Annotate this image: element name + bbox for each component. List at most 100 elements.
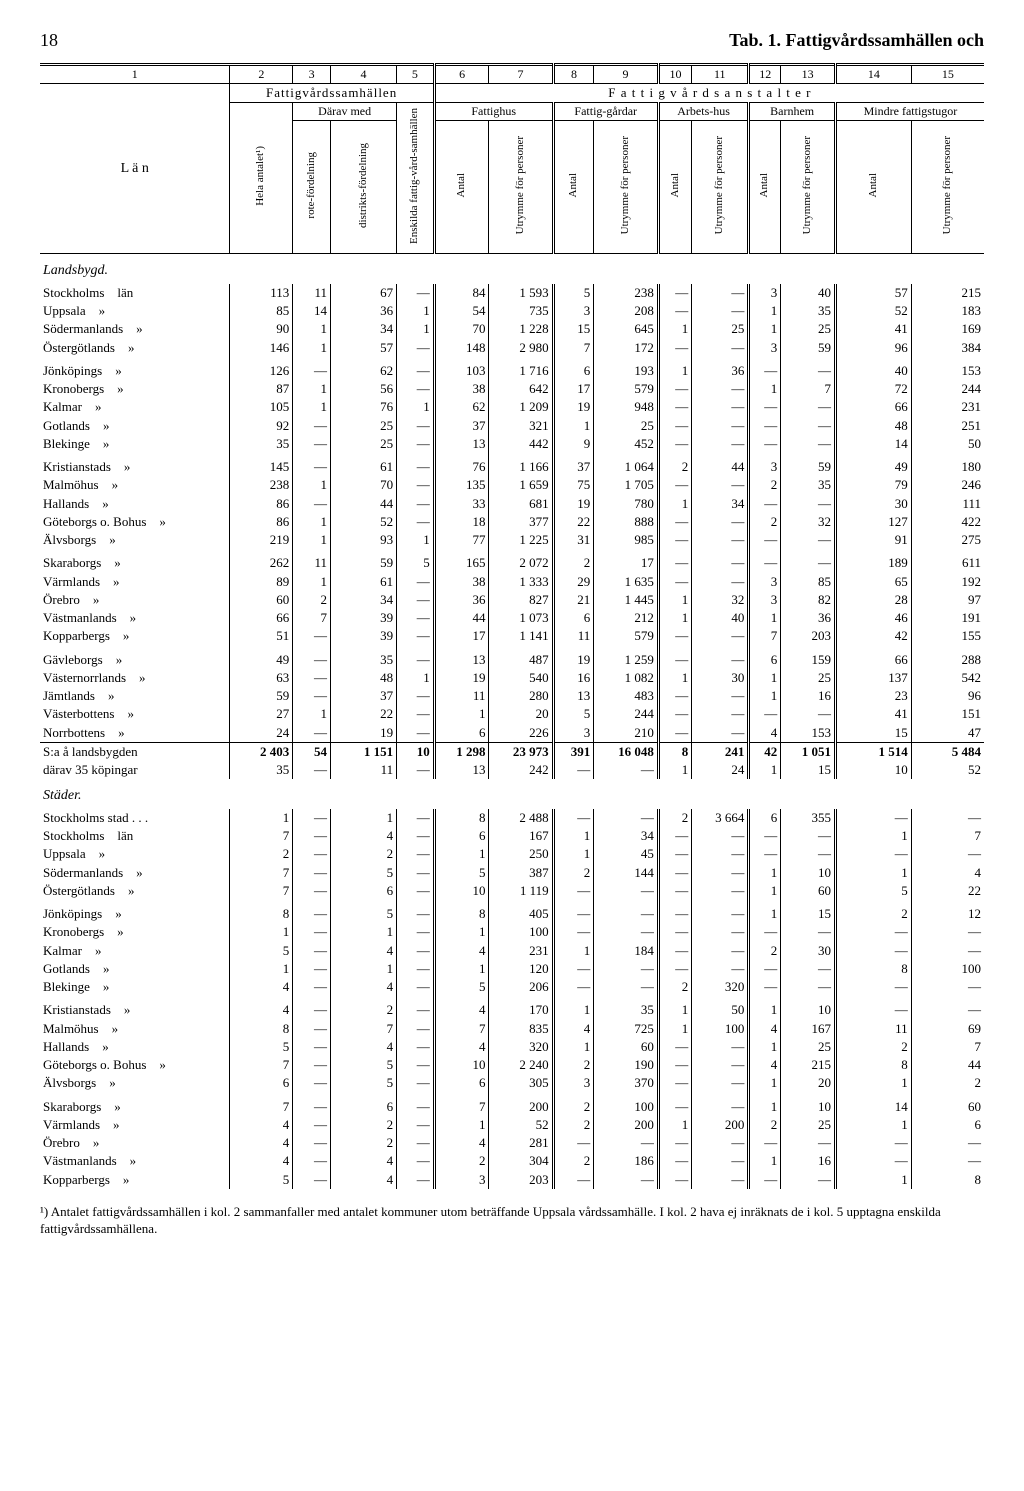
cell: 1 333 xyxy=(489,573,553,591)
row-label: Skaraborgs » xyxy=(40,549,230,572)
cell: 25 xyxy=(781,320,836,338)
cell: 1 051 xyxy=(781,742,836,761)
cell: — xyxy=(293,923,331,941)
cell: 1 xyxy=(434,923,489,941)
cell: — xyxy=(293,1134,331,1152)
cell: 1 259 xyxy=(594,646,659,669)
cell: 35 xyxy=(594,996,659,1019)
cell: 91 xyxy=(835,531,911,549)
cell: 23 xyxy=(835,687,911,705)
row-label: Värmlands » xyxy=(40,573,230,591)
cell: — xyxy=(658,1093,691,1116)
cell: 200 xyxy=(692,1116,749,1134)
cell: 12 xyxy=(911,900,984,923)
cell: — xyxy=(781,1171,836,1189)
colnum: 3 xyxy=(293,65,331,84)
cell: 281 xyxy=(489,1134,553,1152)
cell: 1 705 xyxy=(594,476,659,494)
cell: — xyxy=(781,1134,836,1152)
cell: 23 973 xyxy=(489,742,553,761)
cell: 320 xyxy=(489,1038,553,1056)
cell: 2 240 xyxy=(489,1056,553,1074)
antal-header: Antal xyxy=(835,121,911,254)
cell: 1 xyxy=(749,609,781,627)
cell: 238 xyxy=(594,284,659,302)
table-row: Göteborgs o. Bohus »7—5—102 2402190——421… xyxy=(40,1056,984,1074)
cell: 4 xyxy=(230,1152,293,1170)
cell: 66 xyxy=(835,398,911,416)
section-title: Landsbygd. xyxy=(40,254,984,284)
cell: 1 082 xyxy=(594,669,659,687)
section-title-row: Städer. xyxy=(40,779,984,809)
cell: 186 xyxy=(594,1152,659,1170)
row-label: Kronobergs » xyxy=(40,380,230,398)
cell: — xyxy=(397,882,435,900)
row-label: Älvsborgs » xyxy=(40,531,230,549)
colnum: 6 xyxy=(434,65,489,84)
cell: 25 xyxy=(594,417,659,435)
table-row: Västmanlands »4—4—23042186——116—— xyxy=(40,1152,984,1170)
cell: 44 xyxy=(911,1056,984,1074)
table-row: Östergötlands »146157—1482 9807172——3599… xyxy=(40,339,984,357)
cell: 17 xyxy=(553,380,594,398)
cell: — xyxy=(293,357,331,380)
cell: 5 xyxy=(434,864,489,882)
cell: — xyxy=(553,960,594,978)
cell: 7 xyxy=(230,827,293,845)
cell: 275 xyxy=(911,531,984,549)
cell: 1 xyxy=(658,1020,691,1038)
cell: 4 xyxy=(331,978,397,996)
cell: — xyxy=(397,687,435,705)
cell: — xyxy=(692,573,749,591)
table-row: Västmanlands »66739—441 0736212140136461… xyxy=(40,609,984,627)
cell: — xyxy=(658,398,691,416)
cell: — xyxy=(293,646,331,669)
table-row: Hallands »86—44—3368119780134——30111 xyxy=(40,495,984,513)
cell: 2 xyxy=(331,1134,397,1152)
cell: 1 593 xyxy=(489,284,553,302)
cell: — xyxy=(293,942,331,960)
cell: — xyxy=(397,453,435,476)
cell: 5 xyxy=(331,900,397,923)
cell: — xyxy=(749,549,781,572)
enskilda-header: Enskilda fattig-vård-samhällen xyxy=(397,103,435,254)
cell: — xyxy=(911,996,984,1019)
cell: 483 xyxy=(594,687,659,705)
cell: 1 xyxy=(749,1152,781,1170)
cell: — xyxy=(397,573,435,591)
table-row: Jämtlands »59—37—1128013483——1162396 xyxy=(40,687,984,705)
cell: 442 xyxy=(489,435,553,453)
cell: 1 xyxy=(397,320,435,338)
row-label: Stockholms stad . . . xyxy=(40,809,230,827)
cell: — xyxy=(397,1020,435,1038)
cell: — xyxy=(692,882,749,900)
cell: 66 xyxy=(835,646,911,669)
cell: — xyxy=(293,669,331,687)
cell: — xyxy=(692,724,749,743)
cell: — xyxy=(658,646,691,669)
cell: — xyxy=(397,435,435,453)
row-label: Älvsborgs » xyxy=(40,1074,230,1092)
cell: — xyxy=(658,435,691,453)
cell: — xyxy=(553,1171,594,1189)
cell: 79 xyxy=(835,476,911,494)
cell: 10 xyxy=(434,882,489,900)
cell: — xyxy=(781,960,836,978)
cell: 10 xyxy=(434,1056,489,1074)
cell: 1 xyxy=(835,864,911,882)
cell: 725 xyxy=(594,1020,659,1038)
table-row: Kalmar »5—4—42311184——230—— xyxy=(40,942,984,960)
cell: — xyxy=(835,923,911,941)
mindre-header: Mindre fattigstugor xyxy=(835,103,984,121)
cell: — xyxy=(692,531,749,549)
row-label: Kalmar » xyxy=(40,942,230,960)
cell: — xyxy=(692,417,749,435)
cell: 25 xyxy=(781,669,836,687)
cell: 1 xyxy=(749,669,781,687)
cell: 1 xyxy=(749,380,781,398)
cell: 13 xyxy=(553,687,594,705)
cell: 75 xyxy=(553,476,594,494)
cell: 167 xyxy=(781,1020,836,1038)
cell: — xyxy=(749,923,781,941)
colnum: 15 xyxy=(911,65,984,84)
